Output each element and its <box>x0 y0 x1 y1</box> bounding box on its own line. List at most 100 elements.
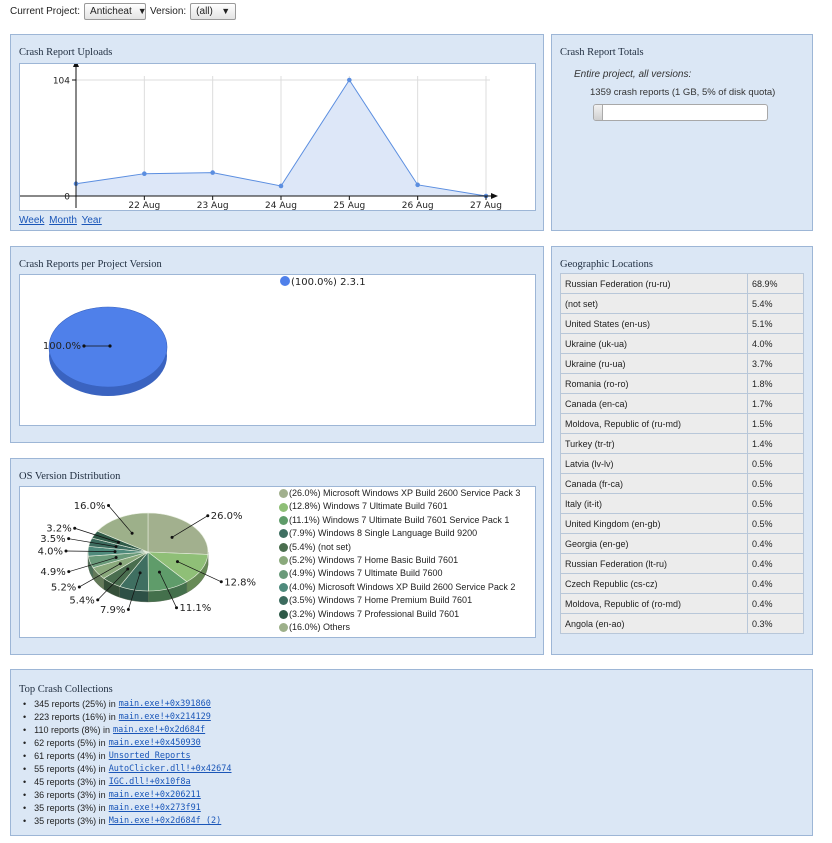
os-legend-item: (7.9%) Windows 8 Single Language Build 9… <box>279 527 520 540</box>
pie-data-label: 4.0% <box>38 547 63 558</box>
pie-data-label: 4.9% <box>40 567 65 578</box>
pie-label-leader <box>108 505 133 534</box>
pie-label-anchor <box>126 607 130 611</box>
pie-label-anchor <box>175 560 179 564</box>
geo-location: Canada (en-ca) <box>560 393 748 414</box>
pie-label-anchor <box>138 571 142 575</box>
os-legend-label: (5.2%) Windows 7 Home Basic Build 7601 <box>289 555 459 566</box>
geo-row: Turkey (tr-tr) 1.4% <box>560 433 804 454</box>
current-project-label: Current Project: <box>10 5 81 17</box>
y-tick-label: 0 <box>64 193 70 203</box>
os-legend-item: (12.8%) Windows 7 Ultimate Build 7601 <box>279 500 520 513</box>
top-crashes-title: Top Crash Collections <box>19 684 113 695</box>
os-legend-label: (3.2%) Windows 7 Professional Build 7601 <box>289 608 460 619</box>
os-legend: (26.0%) Microsoft Windows XP Build 2600 … <box>279 487 520 634</box>
version-select-value: (all) <box>196 5 213 17</box>
legend-swatch-icon <box>279 489 288 499</box>
pie-label-anchor <box>64 549 68 553</box>
crash-collection-list: 345 reports (25%) inmain.exe!+0x39186022… <box>21 698 232 828</box>
geo-row: Canada (en-ca) 1.7% <box>560 393 804 414</box>
geo-row: Ukraine (uk-ua) 4.0% <box>560 333 804 354</box>
disk-quota-fill <box>594 105 603 120</box>
os-dist-panel: OS Version Distribution 26.0% 12.8% 11.1% 7… <box>10 458 544 655</box>
geo-row: United States (en-us) 5.1% <box>560 313 804 334</box>
os-legend-label: (16.0%) Others <box>289 622 351 633</box>
project-select[interactable]: Anticheat ▼ <box>84 2 147 20</box>
geo-percent: 0.3% <box>747 613 804 634</box>
week-link[interactable]: Week <box>19 215 45 226</box>
uploads-chart: 104 0 22 Aug 23 Aug 24 Aug 25 Aug 26 Aug 27 Aug <box>20 60 502 211</box>
crash-collection-link[interactable]: Main.exe!+0x2d684f (2) <box>108 816 222 826</box>
legend-swatch-icon <box>279 542 288 552</box>
per-version-chart: 100.0% (100.0%) 2.3.1 <box>43 276 366 396</box>
geo-location: United States (en-us) <box>560 313 748 334</box>
crash-collection-link[interactable]: main.exe!+0x214129 <box>118 712 211 722</box>
crash-collection-link[interactable]: main.exe!+0x450930 <box>108 738 201 748</box>
crash-collection-link[interactable]: main.exe!+0x391860 <box>118 699 211 709</box>
crash-collection-link[interactable]: Unsorted Reports <box>108 751 191 761</box>
geo-row: Moldova, Republic of (ru-md) 1.5% <box>560 413 804 434</box>
pie-label-anchor <box>117 540 121 544</box>
x-tick-label: 26 Aug <box>402 201 434 210</box>
x-tick-label: 24 Aug <box>265 201 297 210</box>
os-legend-label: (12.8%) Windows 7 Ultimate Build 7601 <box>289 501 448 512</box>
pie-data-label: 7.9% <box>100 605 125 616</box>
geo-percent: 0.4% <box>747 553 804 574</box>
geo-row: Russian Federation (ru-ru) 68.9% <box>560 273 804 294</box>
uploads-point <box>142 171 147 176</box>
month-link[interactable]: Month <box>49 215 77 226</box>
legend-swatch-icon <box>279 529 288 539</box>
os-legend-item: (3.2%) Windows 7 Professional Build 7601 <box>279 608 520 621</box>
project-selector-bar: Current Project: Anticheat ▼ Version: (a… <box>10 2 237 20</box>
pie-label-leader <box>159 571 177 608</box>
os-legend-label: (11.1%) Windows 7 Ultimate Build 7601 Se… <box>289 514 510 525</box>
pie-data-label: 5.4% <box>69 595 94 606</box>
geo-percent: 1.7% <box>747 393 804 414</box>
version-select[interactable]: (all) ▼ <box>190 2 237 20</box>
crash-count-text: 61 reports (4%) in <box>34 751 106 761</box>
pie-label-leader <box>128 572 141 610</box>
os-legend-label: (5.4%) (not set) <box>289 541 352 552</box>
geo-percent: 5.1% <box>747 313 804 334</box>
pie-label-leader <box>68 538 117 547</box>
crash-collection-link[interactable]: main.exe!+0x2d684f <box>113 725 206 735</box>
geo-table: Russian Federation (ru-ru) 68.9% (not set)… <box>560 273 804 634</box>
pie-label-anchor <box>73 526 77 530</box>
pie-label-anchor <box>67 537 71 541</box>
geo-location: Latvia (lv-lv) <box>560 453 748 474</box>
os-legend-label: (3.5%) Windows 7 Home Premium Build 7601 <box>289 595 473 606</box>
totals-panel: Crash Report Totals Entire project, all … <box>551 34 813 231</box>
legend-swatch-icon <box>279 569 288 579</box>
year-link[interactable]: Year <box>81 215 102 226</box>
geo-location: Turkey (tr-tr) <box>560 433 748 454</box>
os-pie-chart: 26.0% 12.8% 11.1% 7.9% 5.4% 5.2% 4.9% 4.0% 3.5%3… <box>38 501 256 616</box>
geo-location: Ukraine (uk-ua) <box>560 333 748 354</box>
pie-label-leader <box>66 550 116 552</box>
crash-collection-link[interactable]: IGC.dll!+0x10f8a <box>108 777 191 787</box>
legend-swatch-icon <box>279 516 288 526</box>
os-legend-item: (11.1%) Windows 7 Ultimate Build 7601 Se… <box>279 514 520 527</box>
pie-data-label: 3.2% <box>46 524 71 535</box>
geo-row: Latvia (lv-lv) 0.5% <box>560 453 804 474</box>
disk-quota-bar <box>593 104 768 121</box>
geo-location: Ukraine (ru-ua) <box>560 353 748 374</box>
crash-collection-link[interactable]: AutoClicker.dll!+0x42674 <box>108 764 232 774</box>
pie-data-label: 5.2% <box>51 582 76 593</box>
geo-percent: 0.5% <box>747 493 804 514</box>
pie-data-label: 11.1% <box>180 603 212 614</box>
legend-swatch-icon <box>279 502 288 512</box>
legend-swatch-icon <box>279 556 288 566</box>
geo-percent: 68.9% <box>747 273 804 294</box>
os-legend-item: (5.2%) Windows 7 Home Basic Build 7601 <box>279 554 520 567</box>
pie-data-label: 3.5% <box>40 534 65 545</box>
geo-row: Georgia (en-ge) 0.4% <box>560 533 804 554</box>
pie-label-leader <box>74 527 119 543</box>
crash-collection-link[interactable]: main.exe!+0x273f91 <box>108 803 201 813</box>
geo-location: Canada (fr-ca) <box>560 473 748 494</box>
crash-collection-link[interactable]: main.exe!+0x206211 <box>108 790 201 800</box>
